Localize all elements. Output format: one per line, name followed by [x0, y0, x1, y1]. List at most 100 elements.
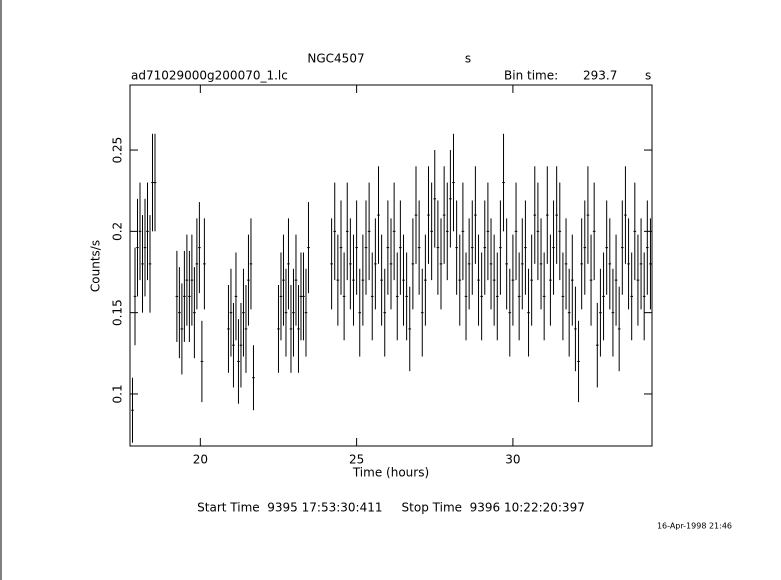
error-bar [577, 320, 580, 403]
y-axis-label: Counts/s [89, 240, 103, 292]
error-bar [583, 200, 587, 295]
error-bar [188, 250, 191, 342]
error-bar [232, 302, 235, 388]
error-bar [608, 218, 612, 310]
error-bar [336, 234, 340, 326]
error-bar [564, 218, 568, 310]
error-bar [480, 252, 483, 341]
error-bar [646, 200, 649, 295]
error-bar [433, 150, 437, 248]
error-bar [330, 218, 333, 310]
error-bar [234, 252, 238, 341]
error-bar [370, 252, 374, 341]
error-bar [524, 200, 527, 295]
error-bar [624, 166, 627, 264]
timestamp: 16-Apr-1998 21:46 [657, 522, 732, 531]
error-bar [445, 182, 449, 281]
error-bar [389, 218, 393, 310]
error-bar [464, 252, 468, 341]
error-bar [449, 150, 452, 248]
error-bar [193, 267, 196, 359]
error-bar [229, 268, 233, 357]
error-bar [627, 218, 630, 310]
bin-time-unit: s [645, 69, 651, 83]
error-bar [492, 234, 496, 326]
error-bar [183, 250, 186, 342]
y-tick-label: 0.15 [111, 299, 125, 326]
error-bar [530, 234, 533, 326]
error-bar [442, 166, 446, 264]
error-bar [486, 182, 490, 281]
error-bar [252, 345, 255, 411]
error-bar [333, 182, 337, 281]
error-bar [536, 182, 540, 281]
error-bar [148, 215, 152, 313]
error-bar [408, 286, 412, 372]
error-bar [452, 133, 455, 232]
error-bar [200, 320, 204, 403]
error-bar [439, 218, 443, 310]
error-bar [244, 285, 248, 373]
error-bar [520, 218, 524, 310]
error-bar [649, 218, 652, 310]
error-bar [239, 302, 243, 388]
error-bar [474, 166, 477, 264]
error-bar [355, 200, 358, 295]
error-bar [185, 234, 189, 326]
error-bar [133, 247, 137, 346]
title-unit: s [465, 52, 471, 66]
error-bar [392, 182, 396, 281]
error-bar [633, 182, 637, 281]
error-bar [299, 252, 303, 341]
error-bar [411, 218, 415, 310]
error-bar [249, 218, 253, 310]
error-bar [383, 268, 387, 357]
error-bar [436, 200, 440, 295]
error-bar [180, 283, 184, 375]
error-bar [514, 182, 518, 281]
error-bar [349, 218, 352, 310]
chart-title: NGC4507 [307, 52, 364, 66]
error-bar [489, 218, 493, 310]
error-bar [279, 252, 283, 341]
error-bar [549, 234, 552, 326]
error-bar [545, 166, 549, 264]
error-bar [339, 200, 343, 295]
y-tick-label: 0.25 [111, 137, 125, 164]
error-bar [175, 250, 179, 342]
error-bar [247, 234, 250, 326]
error-bar [178, 267, 181, 359]
error-bar [294, 234, 298, 326]
error-bar [402, 234, 405, 326]
error-bar [542, 252, 546, 341]
error-bar [190, 234, 194, 326]
error-bar [630, 252, 633, 341]
error-bar [380, 234, 383, 326]
error-bar [227, 285, 230, 373]
error-bar [399, 200, 402, 295]
error-bar [505, 218, 508, 310]
error-bar [567, 268, 571, 357]
error-bar [495, 252, 499, 341]
error-bar [405, 252, 408, 341]
error-bar [143, 198, 147, 297]
error-bar [621, 200, 624, 295]
error-bar [146, 182, 149, 281]
error-bar [580, 218, 583, 310]
error-bar [141, 215, 144, 313]
bin-time-label: Bin time: [504, 69, 558, 83]
x-tick-label: 30 [505, 453, 520, 467]
bin-time: 293.7 [583, 69, 617, 83]
error-bar [374, 218, 377, 310]
error-bar [589, 234, 593, 326]
error-bar [282, 234, 285, 326]
error-bar [302, 252, 305, 341]
footer: Start Time 9395 17:53:30:411 Stop Time 9… [197, 501, 585, 515]
error-bar [595, 302, 599, 388]
error-bar [292, 268, 295, 357]
error-bar [198, 202, 201, 294]
error-bar [364, 200, 368, 295]
y-tick-label: 0.2 [111, 222, 125, 241]
error-bar [467, 218, 471, 310]
